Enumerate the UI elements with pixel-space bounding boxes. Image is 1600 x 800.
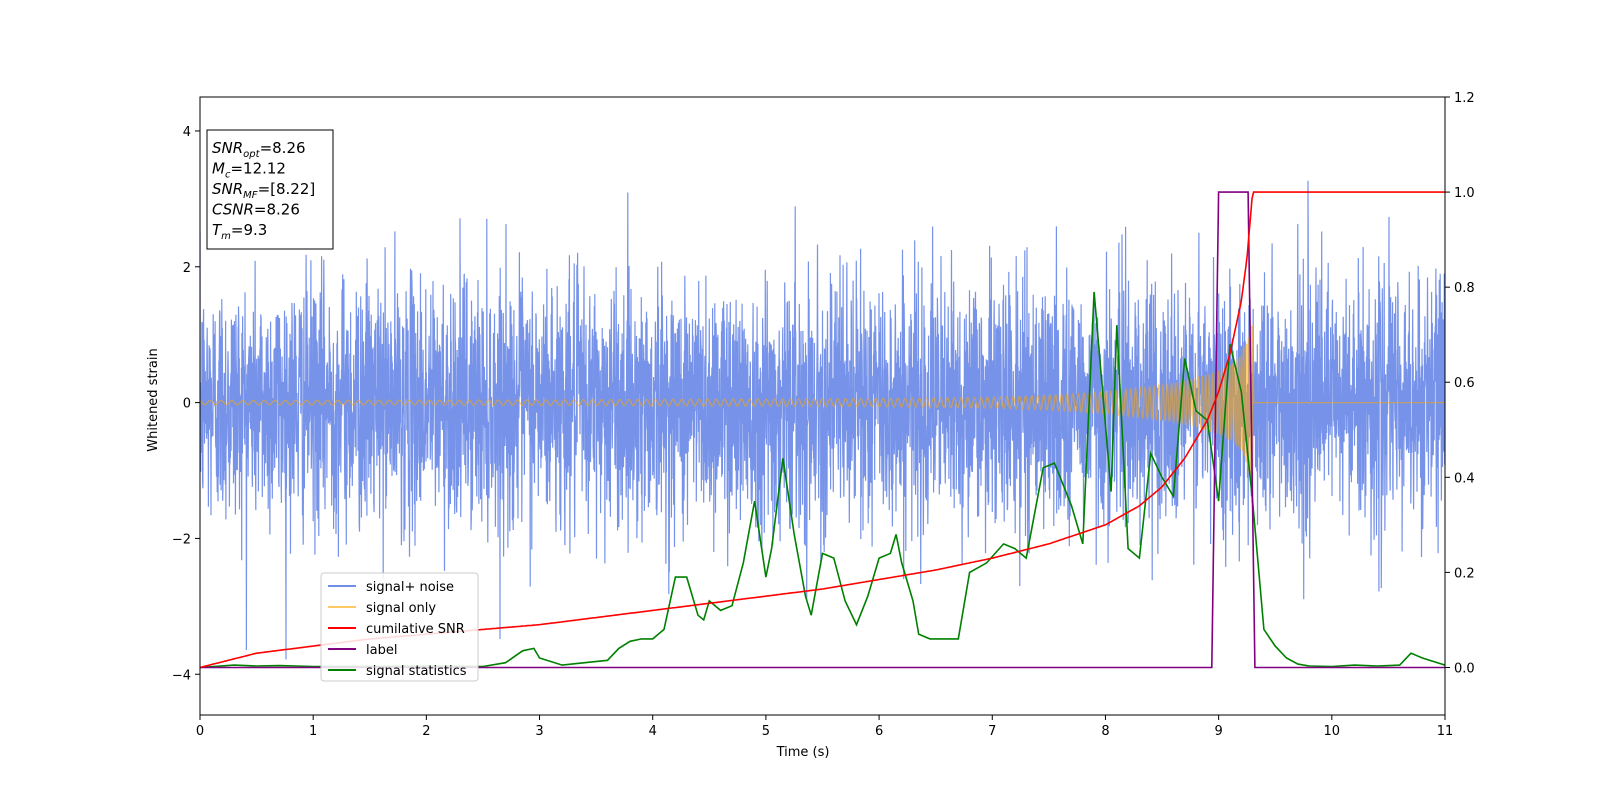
legend-label: signal only xyxy=(366,601,436,616)
x-tick-label: 10 xyxy=(1324,724,1341,739)
x-tick-label: 1 xyxy=(309,724,317,739)
y-tick-label: −2 xyxy=(172,532,191,547)
axes-frame xyxy=(199,96,1446,716)
x-tick-label: 9 xyxy=(1214,724,1222,739)
y2-tick-label: 1.2 xyxy=(1454,91,1475,106)
annotation-line: CSNR=8.26 xyxy=(212,201,300,219)
x-tick-label: 4 xyxy=(649,724,657,739)
y-tick-label: 2 xyxy=(183,261,191,276)
annotation-box: SNRopt=8.26Mc=12.12SNRMF=[8.22]CSNR=8.26… xyxy=(206,129,334,250)
y2-tick-label: 0.0 xyxy=(1454,661,1475,676)
legend: signal+ noise signal only cumilative SNR la… xyxy=(320,572,479,682)
y-tick-label: 0 xyxy=(183,397,191,412)
annotation-line: SNRopt=8.26 xyxy=(212,139,306,160)
y2-tick-label: 0.4 xyxy=(1454,471,1475,486)
series-signal-statistics xyxy=(200,291,1445,669)
x-axis-label: Time (s) xyxy=(776,745,830,760)
x-tick-label: 3 xyxy=(535,724,543,739)
legend-label: signal statistics xyxy=(366,664,467,679)
y2-tick-label: 1.0 xyxy=(1454,186,1475,201)
x-tick-label: 7 xyxy=(988,724,996,739)
x-tick-label: 6 xyxy=(875,724,883,739)
y2-tick-label: 0.6 xyxy=(1454,376,1475,391)
y-tick-label: 4 xyxy=(183,125,191,140)
axes: 0 1 2 3 4 5 6 7 8 9 10 11 −4 −2 0 2 4 0.0 0.2 0.4 0.6 0.8 1.0 1… xyxy=(172,91,1475,739)
annotation-line: SNRMF=[8.22] xyxy=(212,180,315,201)
annotation-line: Tm=9.3 xyxy=(212,221,267,242)
x-tick-label: 0 xyxy=(196,724,204,739)
y2-tick-label: 0.2 xyxy=(1454,566,1475,581)
legend-label: cumilative SNR xyxy=(366,622,465,637)
y2-tick-label: 0.8 xyxy=(1454,281,1475,296)
y-axis-label: Whitened strain xyxy=(146,348,161,451)
legend-label: label xyxy=(366,643,397,658)
x-tick-label: 5 xyxy=(762,724,770,739)
series-label xyxy=(200,191,1445,669)
legend-label: signal+ noise xyxy=(366,580,454,595)
x-tick-label: 8 xyxy=(1101,724,1109,739)
x-tick-label: 2 xyxy=(422,724,430,739)
series-signal-noise xyxy=(200,180,1445,660)
y-tick-label: −4 xyxy=(172,668,191,683)
annotation-line: Mc=12.12 xyxy=(212,160,286,181)
x-tick-label: 11 xyxy=(1437,724,1454,739)
